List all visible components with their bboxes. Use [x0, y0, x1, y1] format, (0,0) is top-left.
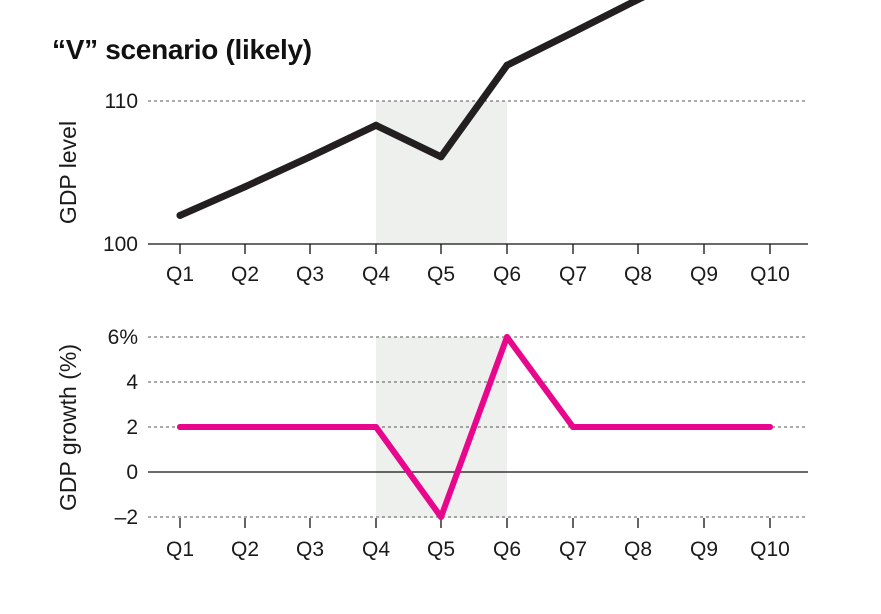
data-point: [635, 424, 641, 430]
panel-gdp-level: 100110120Q1Q2Q3Q4Q5Q6Q7Q8Q9Q10GDP level: [55, 0, 808, 286]
data-point: [373, 424, 379, 430]
y-tick-label: 4: [126, 371, 138, 394]
x-tick-label: Q5: [427, 538, 455, 561]
x-tick-label: Q10: [750, 263, 790, 286]
data-point: [241, 183, 249, 191]
series-line: [177, 334, 773, 520]
x-tick-label: Q10: [750, 538, 790, 561]
data-point: [437, 153, 445, 161]
data-point: [306, 153, 314, 161]
data-point: [767, 424, 773, 430]
x-tick-label: Q3: [296, 263, 324, 286]
x-tick-label: Q7: [559, 263, 587, 286]
y-tick-label: 2: [126, 416, 138, 439]
data-point: [504, 334, 510, 340]
x-tick-label: Q4: [362, 538, 390, 561]
shaded-period: [376, 101, 507, 244]
y-tick-label: 110: [105, 90, 138, 113]
x-tick-label: Q8: [624, 263, 652, 286]
series-line: [176, 0, 646, 219]
data-point: [701, 424, 707, 430]
data-point: [242, 424, 248, 430]
panel-gdp-growth: –2 0 2 4 6% Q1 Q2 Q3 Q4 Q5 Q6 Q7 Q8 Q9 Q10 GDP growth (…: [55, 326, 808, 561]
y-tick-label: 100: [103, 233, 138, 256]
x-tick-label: Q8: [624, 538, 652, 561]
y-tick-label: 6%: [108, 326, 138, 349]
y-tick-label: 0: [126, 461, 138, 484]
data-point: [438, 514, 444, 520]
y-tick-label: –2: [115, 506, 138, 529]
x-tick-label: Q5: [427, 263, 455, 286]
x-tick-label: Q1: [166, 263, 194, 286]
x-tick-label: Q1: [166, 538, 194, 561]
x-tick-label: Q6: [493, 263, 521, 286]
data-point: [177, 424, 183, 430]
chart-title: “V” scenario (likely): [52, 34, 312, 65]
data-point: [570, 424, 576, 430]
x-tick-label: Q9: [690, 263, 718, 286]
data-point: [176, 211, 184, 219]
y-axis-label: GDP level: [55, 121, 81, 224]
x-tick-label: Q7: [559, 538, 587, 561]
x-tick-label: Q6: [493, 538, 521, 561]
x-tick-label: Q3: [296, 538, 324, 561]
x-tick-label: Q2: [231, 538, 259, 561]
data-point: [634, 0, 642, 3]
y-axis-label: GDP growth (%): [55, 344, 81, 511]
data-point: [503, 61, 511, 69]
data-point: [372, 121, 380, 129]
data-point: [307, 424, 313, 430]
data-point: [569, 28, 577, 36]
x-tick-label: Q2: [231, 263, 259, 286]
x-tick-label: Q4: [362, 263, 390, 286]
x-tick-label: Q9: [690, 538, 718, 561]
